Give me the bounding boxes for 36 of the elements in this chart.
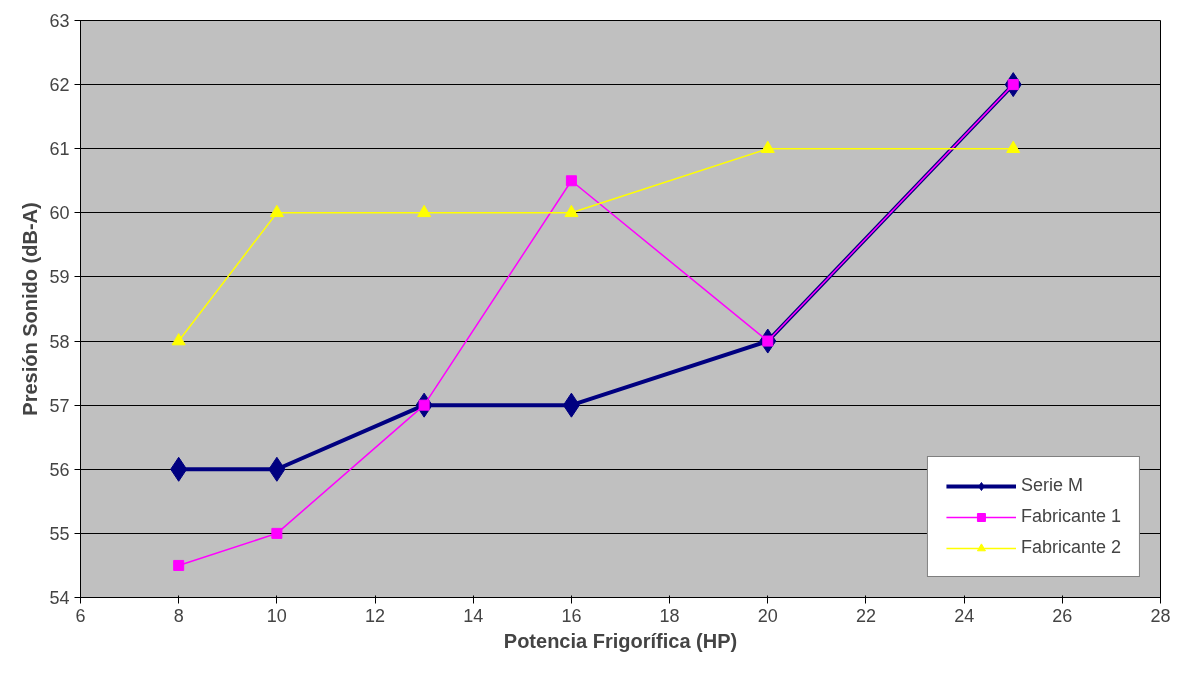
y-tick-label: 61 <box>49 139 70 160</box>
y-tick-label: 57 <box>49 395 70 416</box>
point <box>171 333 186 346</box>
point <box>269 204 284 218</box>
legend-label: Fabricante 2 <box>1020 537 1121 558</box>
point <box>564 204 579 218</box>
x-tick-label: 20 <box>757 605 778 626</box>
x-tick-label: 6 <box>75 605 86 626</box>
point <box>1006 140 1021 153</box>
x-tick-label: 16 <box>561 605 582 626</box>
point <box>417 204 432 218</box>
x-tick-label: 12 <box>365 605 386 626</box>
y-tick-label: 63 <box>49 11 70 31</box>
y-tick-label: 58 <box>49 331 70 352</box>
x-axis-title: Potencia Frigorífica (HP) <box>503 629 738 652</box>
legend-label: Serie M <box>1020 475 1083 496</box>
y-axis-title: Presión Sonido (dB-A) <box>19 202 42 416</box>
x-tick-label: 28 <box>1150 605 1171 626</box>
y-tick-label: 60 <box>49 203 70 224</box>
y-tick-label: 59 <box>49 267 70 288</box>
x-tick-label: 26 <box>1052 605 1073 626</box>
x-tick-label: 10 <box>266 605 287 626</box>
point <box>271 527 283 539</box>
point <box>173 559 185 571</box>
y-tick-label: 56 <box>49 459 70 480</box>
y-tick-label: 55 <box>49 523 70 544</box>
legend-label: Fabricante 1 <box>1020 506 1121 527</box>
x-tick-label: 18 <box>659 605 680 626</box>
point <box>565 175 577 187</box>
y-tick-label: 62 <box>49 75 70 96</box>
x-tick-label: 24 <box>954 605 975 626</box>
x-tick-label: 8 <box>173 605 184 626</box>
y-tick-label: 54 <box>49 588 70 608</box>
point <box>760 140 775 153</box>
x-tick-label: 22 <box>855 605 876 626</box>
x-tick-label: 14 <box>463 605 484 626</box>
